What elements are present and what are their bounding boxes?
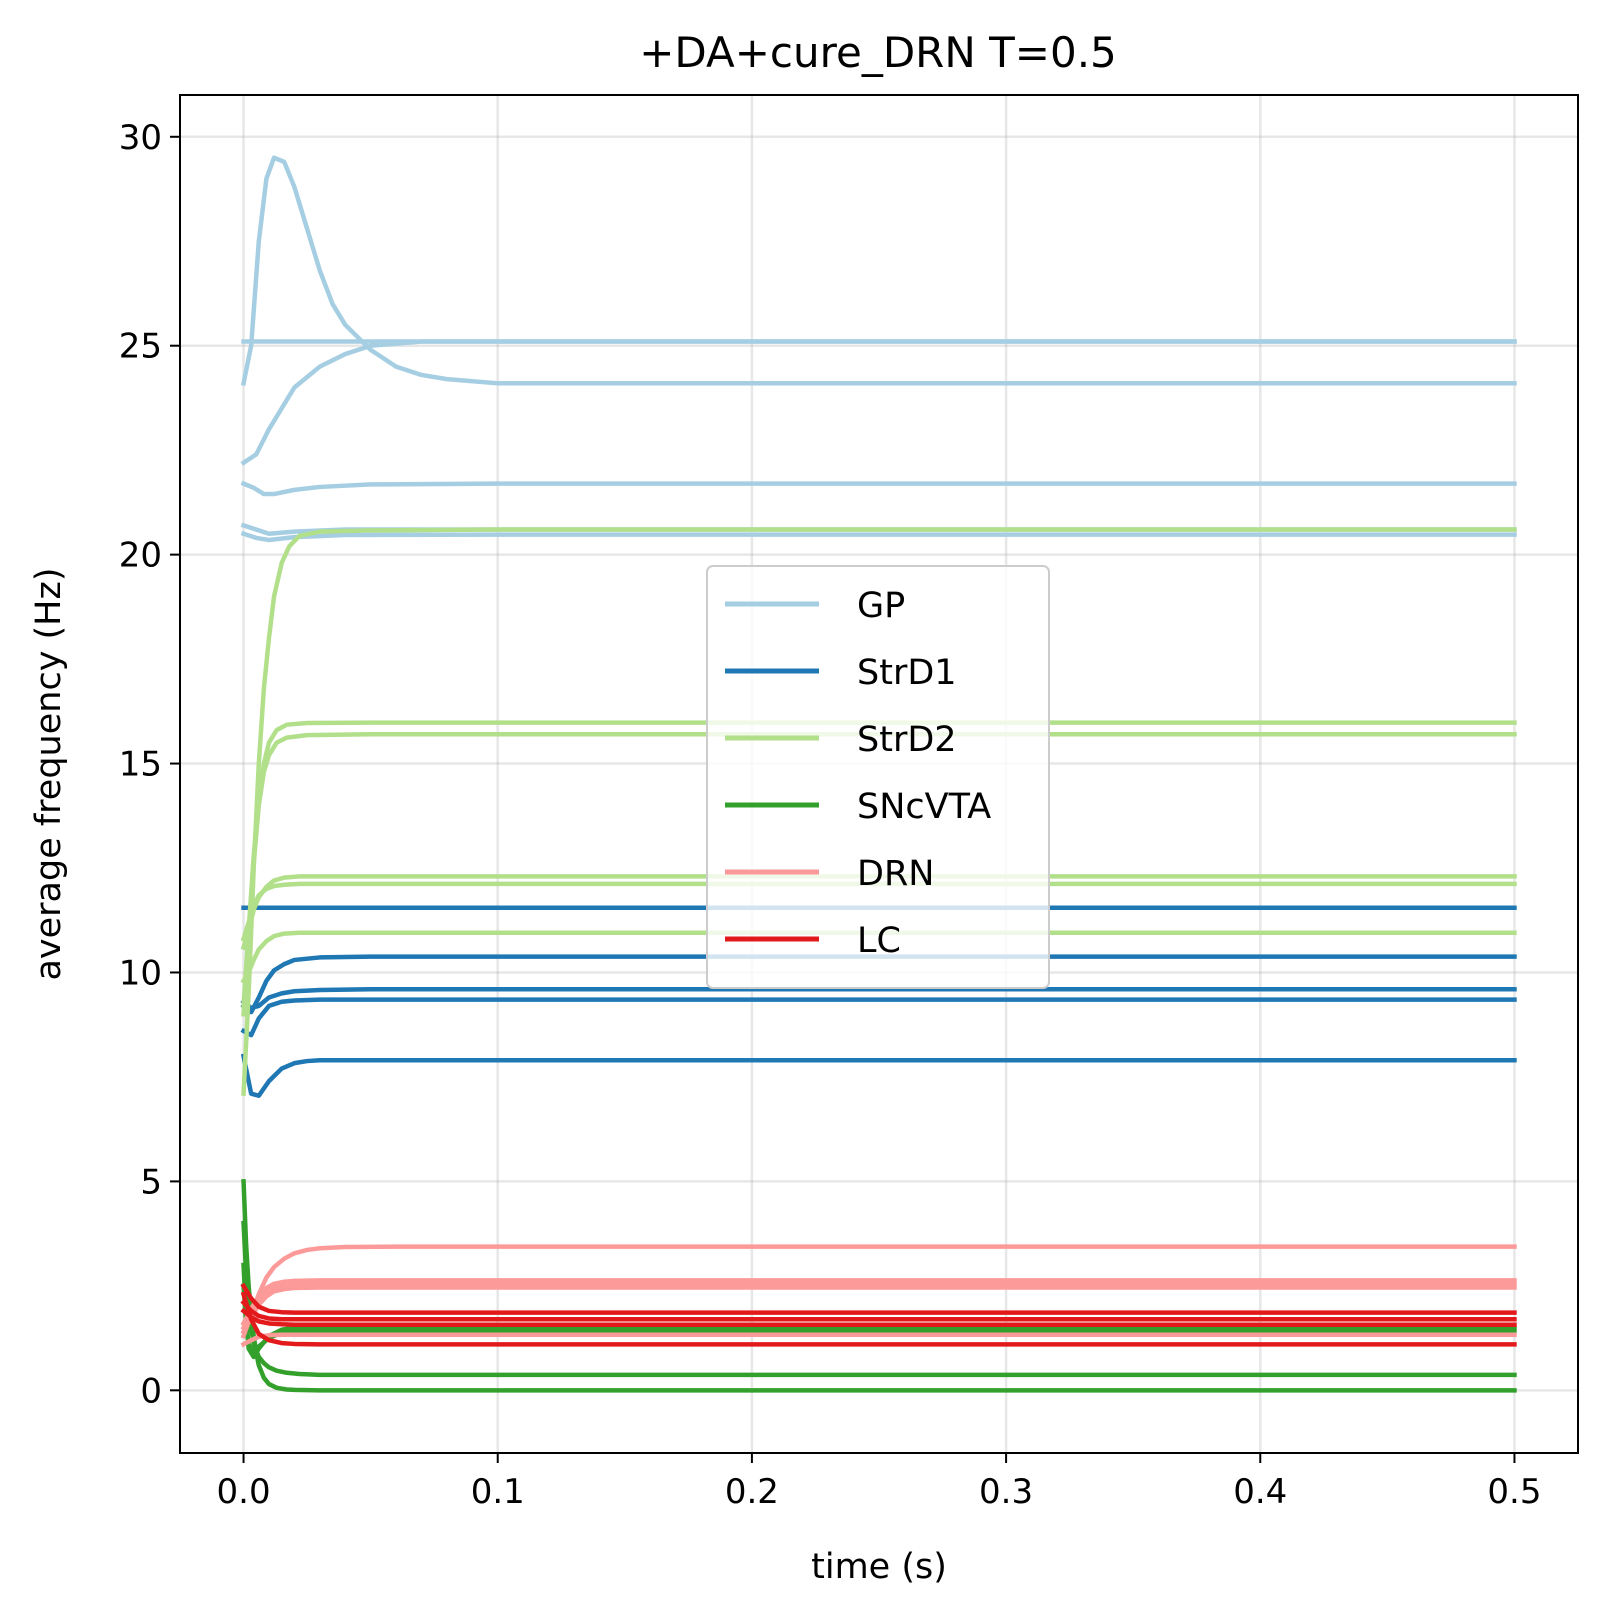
series-line-strd2 bbox=[240, 881, 1517, 942]
series-line-strd2 bbox=[240, 930, 1517, 984]
y-tick-label: 5 bbox=[140, 1162, 162, 1202]
legend-label-lc: LC bbox=[857, 921, 901, 961]
x-axis: 0.0 0.1 0.2 0.3 0.4 0.5 bbox=[217, 1453, 1541, 1512]
series-line-lc bbox=[240, 1291, 1517, 1347]
y-tick-label: 0 bbox=[140, 1371, 162, 1411]
y-tick-label: 10 bbox=[119, 953, 162, 993]
x-tick-label: 0.2 bbox=[725, 1472, 779, 1512]
series-line-strd1 bbox=[240, 954, 1517, 1015]
y-axis: 0 5 10 15 20 25 30 bbox=[119, 118, 180, 1411]
legend-label-drn: DRN bbox=[857, 854, 934, 894]
series-line-sncvta bbox=[241, 1283, 1517, 1355]
series-line-strd1 bbox=[240, 1053, 1517, 1098]
x-tick-label: 0.5 bbox=[1487, 1472, 1541, 1512]
series-line-drn bbox=[240, 1285, 1517, 1335]
series-line-gp bbox=[240, 530, 1517, 543]
x-tick-label: 0.4 bbox=[1233, 1472, 1287, 1512]
legend: GP StrD1 StrD2 SNcVTA DRN LC bbox=[706, 565, 1050, 989]
plot-area bbox=[240, 155, 1517, 1393]
x-axis-label: time (s) bbox=[811, 1547, 947, 1587]
y-tick-label: 20 bbox=[119, 536, 162, 576]
x-tick-label: 0.0 bbox=[217, 1472, 271, 1512]
y-axis-label: average frequency (Hz) bbox=[29, 567, 69, 980]
series-line-drn bbox=[240, 1332, 1517, 1348]
legend-label-gp: GP bbox=[857, 586, 905, 626]
series-line-gp bbox=[240, 155, 1517, 386]
legend-label-strd1: StrD1 bbox=[857, 653, 957, 693]
y-tick-label: 15 bbox=[119, 745, 162, 785]
y-tick-label: 30 bbox=[119, 118, 162, 158]
series-line-strd1 bbox=[240, 997, 1517, 1038]
axes-frame bbox=[179, 94, 1579, 1454]
series-line-lc bbox=[240, 1307, 1517, 1327]
series-line-lc bbox=[240, 1299, 1517, 1322]
x-tick-label: 0.3 bbox=[979, 1472, 1033, 1512]
chart-title: +DA+cure_DRN T=0.5 bbox=[639, 28, 1117, 77]
series-line-strd2 bbox=[241, 732, 1517, 1017]
series-line-lc bbox=[240, 1282, 1517, 1315]
x-tick-label: 0.1 bbox=[471, 1472, 525, 1512]
series-line-gp bbox=[240, 339, 1517, 466]
legend-label-strd2: StrD2 bbox=[857, 720, 957, 760]
y-tick-label: 25 bbox=[119, 327, 162, 367]
series-line-gp bbox=[240, 480, 1517, 497]
legend-label-sncvta: SNcVTA bbox=[857, 787, 991, 827]
series-line-strd1 bbox=[240, 986, 1517, 1011]
